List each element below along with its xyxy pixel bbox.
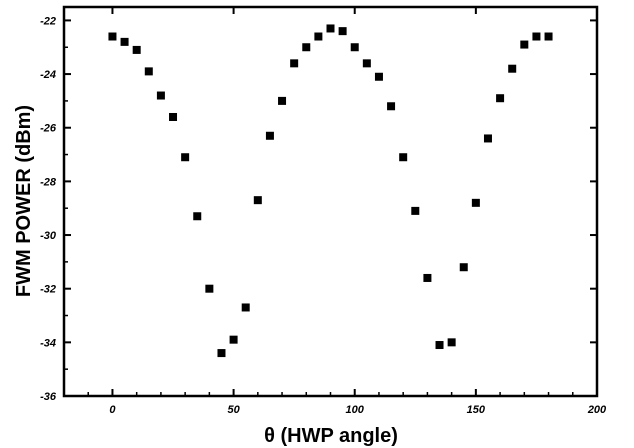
data-point: [374, 72, 383, 81]
data-point: [423, 273, 432, 282]
data-point: [350, 43, 359, 52]
data-point: [108, 32, 117, 41]
data-point: [156, 91, 165, 100]
data-point: [205, 284, 214, 293]
y-tick-label: -34: [40, 337, 56, 349]
data-point: [144, 67, 153, 76]
plot-frame: [62, 5, 599, 398]
y-tick-label: -22: [40, 15, 56, 27]
data-points: [108, 24, 553, 358]
data-point: [471, 198, 480, 207]
data-point: [435, 341, 444, 350]
axis-ticks: 0 50 100 150 200 -22 -24 -26 -28 -30 -32 -34 -36: [40, 7, 607, 416]
data-point: [520, 40, 529, 49]
y-tick-label: -26: [40, 123, 57, 135]
data-point: [362, 59, 371, 68]
data-point: [302, 43, 311, 52]
data-point: [181, 153, 190, 162]
data-point: [544, 32, 553, 41]
y-tick-label: -24: [40, 69, 56, 81]
data-point: [120, 37, 129, 46]
data-point: [241, 303, 250, 312]
data-point: [459, 263, 468, 272]
data-point: [193, 212, 202, 221]
x-tick-label: 50: [227, 404, 240, 416]
data-point: [387, 102, 396, 111]
y-axis-label: FWM POWER (dBm): [13, 105, 35, 297]
data-point: [399, 153, 408, 162]
data-point: [229, 335, 238, 344]
y-tick-label: -36: [40, 391, 57, 403]
data-point: [132, 45, 141, 54]
data-point: [338, 27, 347, 36]
data-point: [314, 32, 323, 41]
data-point: [253, 196, 262, 205]
x-tick-label: 0: [109, 404, 116, 416]
data-point: [169, 112, 178, 121]
data-point: [508, 64, 517, 73]
data-point: [265, 131, 274, 140]
x-tick-label: 100: [346, 404, 365, 416]
data-point: [217, 349, 226, 358]
y-tick-label: -30: [40, 230, 57, 242]
data-point: [326, 24, 335, 33]
data-point: [447, 338, 456, 347]
data-point: [290, 59, 299, 68]
x-axis-label: θ (HWP angle): [264, 425, 398, 447]
x-tick-label: 200: [587, 404, 607, 416]
y-tick-label: -32: [40, 284, 56, 296]
data-point: [411, 206, 420, 215]
data-point: [278, 96, 287, 105]
data-point: [483, 134, 492, 143]
data-point: [496, 94, 505, 103]
x-tick-label: 150: [467, 404, 486, 416]
y-tick-label: -28: [40, 176, 57, 188]
data-point: [532, 32, 541, 41]
